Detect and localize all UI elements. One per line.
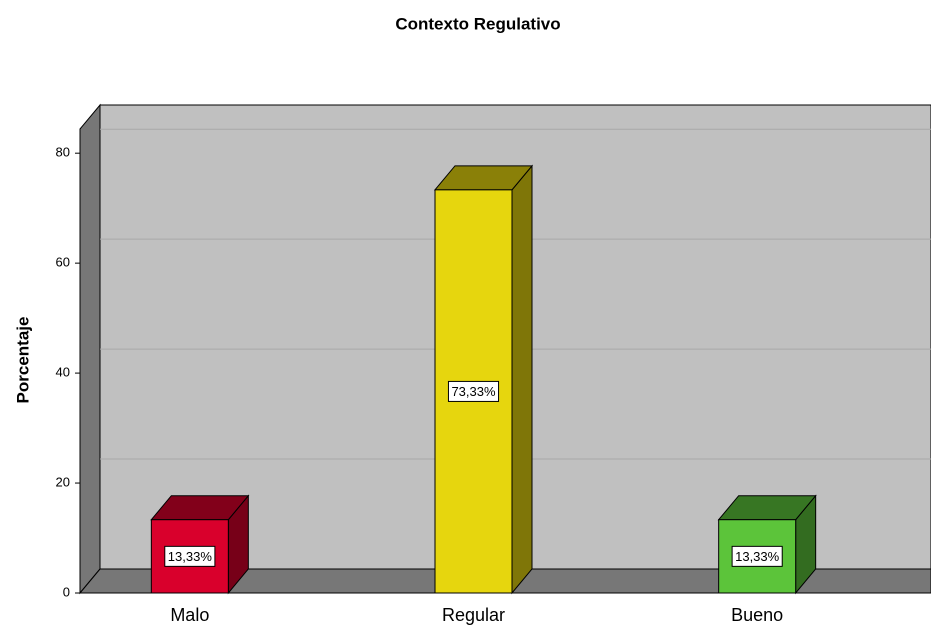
y-tick-label: 0 — [63, 584, 70, 599]
x-tick-label: Malo — [170, 605, 209, 625]
value-label-box — [447, 380, 500, 402]
value-label: 13,33% — [735, 549, 780, 564]
y-axis-label: Porcentaje — [13, 317, 32, 404]
y-tick-label: 40 — [56, 365, 70, 380]
x-tick-label: Bueno — [731, 605, 783, 625]
y-tick-label: 60 — [56, 255, 70, 270]
value-label-box — [164, 545, 216, 567]
x-tick-label: Regular — [442, 605, 505, 625]
side-wall — [79, 103, 101, 595]
y-tick-label: 80 — [56, 145, 70, 160]
value-label: 13,33% — [168, 549, 213, 564]
value-label-box — [731, 545, 783, 567]
y-tick-label: 20 — [56, 474, 70, 489]
bar-side — [511, 164, 533, 595]
value-label: 73,33% — [451, 384, 496, 399]
chart-title: Contexto Regulativo — [395, 14, 560, 33]
